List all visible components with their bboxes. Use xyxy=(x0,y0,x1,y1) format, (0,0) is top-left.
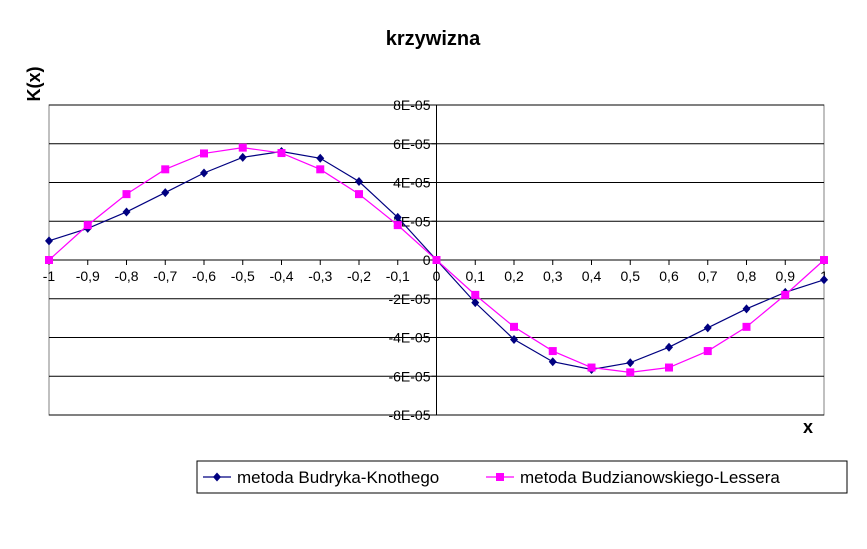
legend-marker-1 xyxy=(213,472,221,482)
data-point-2 xyxy=(83,221,92,230)
x-tick-label: 0 xyxy=(433,268,441,284)
data-point-1 xyxy=(355,177,363,187)
data-point-2 xyxy=(161,165,170,174)
data-point-2 xyxy=(238,143,247,152)
data-point-1 xyxy=(238,152,247,162)
data-point-1 xyxy=(316,153,325,163)
data-point-1 xyxy=(200,168,208,178)
data-point-2 xyxy=(510,322,518,331)
x-tick-label: -0,5 xyxy=(231,268,255,284)
data-point-2 xyxy=(471,290,480,299)
x-tick-label: 0,6 xyxy=(659,268,679,284)
x-tick-label: -0,6 xyxy=(192,268,216,284)
x-tick-label: 0,4 xyxy=(582,268,602,284)
data-point-2 xyxy=(277,149,286,158)
data-point-1 xyxy=(161,188,170,198)
data-point-2 xyxy=(665,363,673,372)
data-point-2 xyxy=(122,190,131,199)
data-point-2 xyxy=(45,256,53,264)
chart-title: krzywizna xyxy=(386,28,481,50)
legend-marker-2 xyxy=(496,473,504,481)
x-tick-label: -0,8 xyxy=(114,268,138,284)
data-point-1 xyxy=(742,304,751,314)
legend-label-1: metoda Budryka-Knothego xyxy=(237,468,439,487)
y-tick-label: -4E-05 xyxy=(388,330,430,346)
legend: metoda Budryka-Knothego metoda Budzianows… xyxy=(196,460,848,494)
x-tick-label: 0,9 xyxy=(776,268,796,284)
data-point-1 xyxy=(393,212,402,222)
y-tick-label: 0 xyxy=(423,252,431,268)
data-point-2 xyxy=(548,347,557,356)
data-point-1 xyxy=(122,207,131,217)
data-point-2 xyxy=(626,368,635,377)
data-point-1 xyxy=(626,358,635,368)
y-tick-label: 2E-05 xyxy=(393,213,431,229)
plot-area: 8E-056E-054E-052E-050-2E-05-4E-05-6E-05-… xyxy=(43,97,828,423)
x-tick-label: -0,1 xyxy=(386,268,410,284)
x-tick-label: 0,5 xyxy=(621,268,641,284)
data-point-2 xyxy=(781,290,790,299)
x-tick-label: 0,8 xyxy=(737,268,757,284)
data-point-2 xyxy=(742,322,751,331)
data-point-2 xyxy=(703,347,712,356)
data-point-2 xyxy=(316,165,325,174)
data-point-1 xyxy=(820,275,828,285)
x-tick-label: -1 xyxy=(43,268,56,284)
x-axis-label: x xyxy=(803,417,813,437)
data-point-2 xyxy=(393,221,402,230)
y-axis-label: K(x) xyxy=(24,66,44,101)
y-tick-label: 4E-05 xyxy=(393,175,431,191)
x-tick-label: 0,7 xyxy=(698,268,718,284)
y-tick-label: -8E-05 xyxy=(388,407,430,423)
x-tick-label: -0,3 xyxy=(308,268,332,284)
x-tick-label: 0,1 xyxy=(466,268,486,284)
x-tick-label: 0,2 xyxy=(504,268,524,284)
x-tick-label: -0,9 xyxy=(76,268,100,284)
data-point-1 xyxy=(665,342,673,352)
legend-box xyxy=(196,460,848,494)
y-tick-label: 8E-05 xyxy=(393,97,431,113)
x-tick-label: -0,4 xyxy=(269,268,293,284)
x-tick-label: -0,7 xyxy=(153,268,177,284)
data-point-1 xyxy=(703,323,712,333)
data-point-1 xyxy=(548,357,557,367)
y-tick-label: 6E-05 xyxy=(393,136,431,152)
data-point-2 xyxy=(820,256,828,264)
x-tick-label: 0,3 xyxy=(543,268,563,284)
data-point-2 xyxy=(587,363,596,372)
data-point-2 xyxy=(432,256,441,264)
data-point-1 xyxy=(510,334,518,344)
data-point-2 xyxy=(355,190,363,199)
data-point-1 xyxy=(45,236,53,246)
y-tick-label: -2E-05 xyxy=(388,291,430,307)
data-point-2 xyxy=(200,149,208,158)
y-tick-label: -6E-05 xyxy=(388,368,430,384)
x-tick-label: -0,2 xyxy=(347,268,371,284)
data-point-1 xyxy=(471,298,480,308)
legend-label-2: metoda Budzianowskiego-Lessera xyxy=(520,468,780,487)
